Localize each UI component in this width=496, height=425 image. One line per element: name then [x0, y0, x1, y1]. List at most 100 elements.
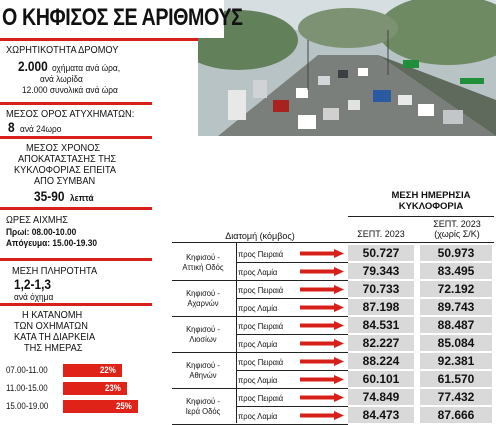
restore-line4: ΑΠΟ ΣΥΜΒΑΝ — [34, 175, 96, 187]
peak-rule — [0, 207, 152, 210]
header-bottom-rule — [172, 242, 494, 243]
distribution-bar: 25% — [63, 400, 138, 413]
restore-line3: ΚΥΚΛΟΦΟΡΙΑΣ ΕΠΕΙΤΑ — [14, 164, 117, 176]
traffic-value-sept-no-weekend: 72.192 — [420, 281, 492, 297]
highway-photo-graphic — [198, 0, 496, 136]
traffic-value-sept: 50.727 — [348, 245, 414, 261]
table-row: προς Πειραιά 88.224 92.381 — [172, 353, 494, 370]
distribution-bar: 23% — [63, 382, 128, 395]
distribution-bar-row: 11.00-15.00 23% — [0, 382, 198, 395]
accidents-block: ΜΕΣΟΣ ΟΡΟΣ ΑΤΥΧΗΜΑΤΩΝ: 8 ανά 24ωρο — [0, 102, 198, 135]
column-divider — [236, 243, 237, 423]
arrow-right-icon — [300, 411, 344, 420]
distribution-bar-value: 22% — [99, 365, 116, 375]
table-title-line2: ΚΥΚΛΟΦΟΡΙΑ — [398, 201, 464, 212]
direction-label: προς Πειραιά — [238, 285, 284, 295]
occupancy-suffix: ανά όχημα — [14, 292, 54, 303]
arrow-right-icon — [300, 393, 344, 402]
distribution-line3: ΚΑΤΑ ΤΗ ΔΙΑΡΚΕΙΑ — [14, 331, 96, 343]
table-title: ΜΕΣΗ ΗΜΕΡΗΣΙΑ ΚΥΚΛΟΦΟΡΙΑ — [371, 190, 491, 212]
peak-afternoon: Απόγευμα: 15.00-19.30 — [6, 238, 98, 249]
arrow-right-icon — [300, 267, 344, 276]
row-divider — [236, 262, 348, 263]
restore-suffix: λεπτά — [70, 193, 94, 204]
traffic-value-sept: 84.531 — [348, 317, 414, 333]
table-row: προς Λαμία 60.101 61.570 — [172, 371, 494, 388]
restore-line2: ΑΠΟΚΑΤΑΣΤΑΣΗΣ ΤΗΣ — [18, 153, 117, 165]
traffic-value-sept-no-weekend: 77.432 — [420, 389, 492, 405]
traffic-value-sept-no-weekend: 92.381 — [420, 353, 492, 369]
distribution-bar: 22% — [63, 364, 122, 377]
road-section-label: Κηφισού - Λιοσίων — [175, 324, 231, 344]
occupancy-value: 1,2-1,3 — [14, 276, 52, 292]
page-title: Ο ΚΗΦΙΣΟΣ ΣΕ ΑΡΙΘΜΟΥΣ — [2, 4, 243, 31]
road-line2: Αττική Οδός — [182, 262, 224, 272]
road-line2: Ιερά Οδός — [185, 406, 221, 416]
distribution-rule — [0, 303, 152, 306]
accidents-suffix: ανά 24ωρο — [20, 124, 62, 135]
road-line2: Αθηνών — [189, 370, 217, 380]
road-section-label: Κηφισού - Ιερά Οδός — [175, 396, 231, 416]
capacity-value: 2.000 — [18, 58, 48, 74]
traffic-value-sept: 82.227 — [348, 335, 414, 351]
road-line2: Αχαρνών — [187, 298, 219, 308]
table-row: προς Λαμία 82.227 85.084 — [172, 335, 494, 352]
road-line1: Κηφισού - — [186, 360, 220, 370]
peak-block: ΩΡΕΣ ΑΙΧΜΗΣ Πρωί: 08.00-10.00 Απόγευμα: … — [0, 207, 198, 249]
table-row: προς Πειραιά 50.727 50.973 — [172, 245, 494, 262]
accidents-value: 8 — [8, 119, 15, 135]
distribution-bar-row: 07.00-11.00 22% — [0, 364, 198, 377]
distribution-line4: ΤΗΣ ΗΜΕΡΑΣ — [24, 342, 83, 354]
capacity-line2: ανά λωρίδα — [40, 74, 83, 85]
road-section-label: Κηφισού - Αττική Οδός — [175, 252, 231, 272]
capacity-value-line: 2.000 οχήματα ανά ώρα, — [18, 58, 129, 76]
table-row: προς Πειραιά 74.849 77.432 — [172, 389, 494, 406]
header-rule — [348, 216, 494, 217]
road-line1: Κηφισού - — [186, 396, 220, 406]
traffic-value-sept: 74.849 — [348, 389, 414, 405]
group-divider — [172, 352, 348, 353]
direction-label: προς Πειραιά — [238, 393, 284, 403]
col-section-header: Διατομή (κόμβος) — [225, 231, 295, 241]
capacity-rule — [0, 38, 198, 41]
arrow-right-icon — [300, 321, 344, 330]
capacity-suffix: οχήματα ανά ώρα, — [51, 63, 120, 74]
group-divider — [172, 316, 348, 317]
direction-label: προς Λαμία — [238, 303, 278, 313]
road-line1: Κηφισού - — [186, 252, 220, 262]
group-divider — [172, 280, 348, 281]
road-section-label: Κηφισού - Αχαρνών — [175, 288, 231, 308]
table-row: προς Πειραιά 70.733 72.192 — [172, 281, 494, 298]
accidents-label: ΜΕΣΟΣ ΟΡΟΣ ΑΤΥΧΗΜΑΤΩΝ: — [6, 108, 135, 120]
traffic-value-sept-no-weekend: 88.487 — [420, 317, 492, 333]
traffic-value-sept-no-weekend: 85.084 — [420, 335, 492, 351]
traffic-value-sept-no-weekend: 83.495 — [420, 263, 492, 279]
capacity-line3: 12.000 συνολικά ανά ώρα — [22, 85, 118, 96]
traffic-value-sept: 84.473 — [348, 407, 414, 423]
distribution-bar-value: 23% — [105, 383, 122, 393]
table-row: προς Λαμία 84.473 87.666 — [172, 407, 494, 424]
traffic-value-sept: 88.224 — [348, 353, 414, 369]
road-section-label: Κηφισού - Αθηνών — [175, 360, 231, 380]
distribution-line1: Η ΚΑΤΑΝΟΜΗ — [22, 309, 83, 321]
traffic-value-sept: 87.198 — [348, 299, 414, 315]
restore-value: 35-90 — [34, 188, 65, 204]
table-row: προς Λαμία 79.343 83.495 — [172, 263, 494, 280]
arrow-right-icon — [300, 303, 344, 312]
direction-label: προς Λαμία — [238, 411, 278, 421]
distribution-bar-row: 15.00-19.00 25% — [0, 400, 198, 413]
traffic-value-sept-no-weekend: 87.666 — [420, 407, 492, 423]
direction-label: προς Πειραιά — [238, 357, 284, 367]
capacity-block: ΧΩΡΗΤΙΚΟΤΗΤΑ ΔΡΟΜΟΥ 2.000 οχήματα ανά ώρ… — [0, 38, 198, 96]
arrow-right-icon — [300, 249, 344, 258]
occupancy-label: ΜΕΣΗ ΠΛΗΡΟΤΗΤΑ — [12, 265, 98, 277]
peak-morning: Πρωί: 08.00-10.00 — [6, 227, 77, 238]
accidents-rule — [0, 102, 152, 105]
direction-label: προς Πειραιά — [238, 249, 284, 259]
arrow-right-icon — [300, 357, 344, 366]
restore-block: ΜΕΣΟΣ ΧΡΟΝΟΣ ΑΠΟΚΑΤΑΣΤΑΣΗΣ ΤΗΣ ΚΥΚΛΟΦΟΡΙ… — [0, 136, 198, 204]
road-line1: Κηφισού - — [186, 324, 220, 334]
traffic-value-sept-no-weekend: 50.973 — [420, 245, 492, 261]
direction-label: προς Λαμία — [238, 267, 278, 277]
traffic-value-sept-no-weekend: 89.743 — [420, 299, 492, 315]
